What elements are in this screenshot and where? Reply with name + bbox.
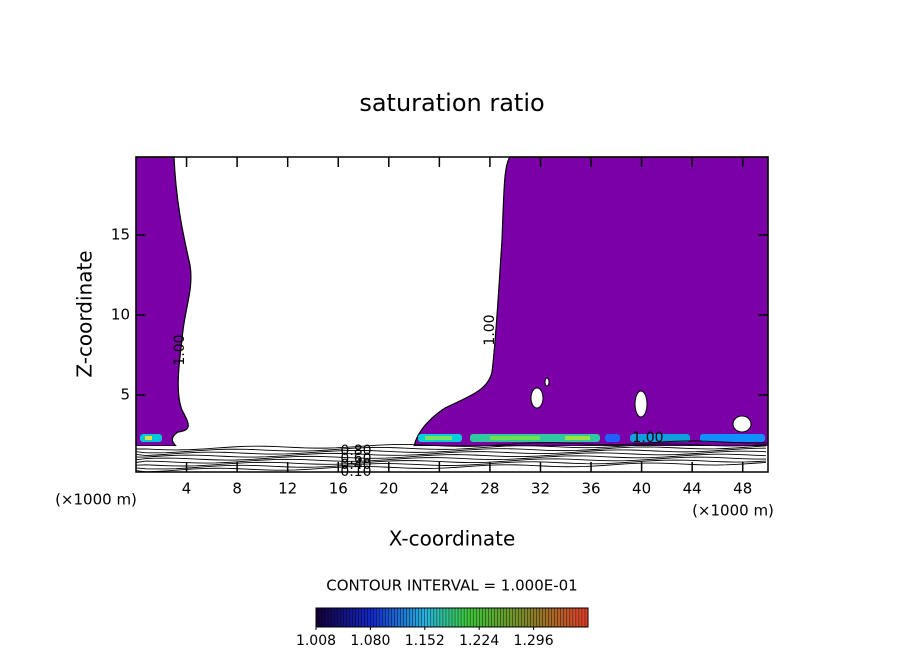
x-tick-label: 40: [632, 480, 651, 498]
band: [700, 434, 765, 442]
contour-line: [135, 447, 767, 458]
contour-fill: [135, 156, 769, 472]
contour-lines: [135, 440, 767, 473]
contour-line: [135, 440, 767, 451]
band: [605, 434, 620, 442]
contour-line: [135, 443, 767, 454]
colorbar-tick-label: 1.008: [296, 633, 336, 649]
colorbar-tick-label: 1.152: [405, 633, 445, 649]
x-tick-label: 4: [182, 480, 192, 498]
contour-line: [135, 459, 767, 470]
x-tick-label: 44: [683, 480, 702, 498]
band: [425, 436, 452, 440]
contour-line: [135, 456, 767, 467]
hole: [634, 390, 648, 418]
band: [490, 436, 540, 440]
x-axis-label: X-coordinate: [389, 527, 516, 551]
x-unit: (×1000 m): [692, 502, 774, 520]
hole: [544, 377, 550, 387]
y-axis-label: Z-coordinate: [73, 250, 97, 377]
contour-interval: CONTOUR INTERVAL = 1.000E-01: [326, 577, 577, 595]
contour-line: [135, 450, 767, 461]
region: [413, 156, 769, 447]
contour-label: 1.00: [482, 314, 498, 345]
x-tick-label: 36: [581, 480, 600, 498]
colorbar-frame: [315, 607, 589, 628]
colorbar-tick-label: 1.296: [514, 633, 554, 649]
x-tick-label: 48: [733, 480, 752, 498]
band: [145, 436, 152, 440]
contour-line: [135, 445, 767, 456]
chart-title: saturation ratio: [359, 89, 544, 117]
x-tick-label: 24: [430, 480, 449, 498]
contour-line: [135, 453, 767, 464]
contour-line: [135, 461, 767, 473]
x-tick-label: 12: [278, 480, 297, 498]
region: [135, 156, 192, 447]
x-unit: (×1000 m): [55, 491, 137, 509]
contour-label: 0.80: [340, 443, 371, 459]
y-tick-label: 5: [120, 386, 130, 404]
contour-label: 0.10: [340, 464, 371, 480]
hole: [530, 387, 544, 409]
colorbar-tick-label: 1.080: [350, 633, 390, 649]
contour-label: 0.60: [340, 451, 371, 467]
band: [565, 436, 590, 440]
x-tick-label: 28: [480, 480, 499, 498]
colorbar-tick-label: 1.224: [459, 633, 499, 649]
contour-label: 1.00: [172, 334, 188, 365]
x-tick-label: 20: [379, 480, 398, 498]
contour-label: 0.40: [340, 457, 371, 473]
x-tick-label: 8: [232, 480, 242, 498]
band: [630, 434, 690, 442]
x-tick-label: 32: [531, 480, 550, 498]
contour-label: 1.00: [632, 430, 663, 446]
x-tick-label: 16: [329, 480, 348, 498]
y-tick-label: 15: [111, 226, 130, 244]
y-tick-label: 10: [111, 306, 130, 324]
hole: [732, 415, 752, 433]
